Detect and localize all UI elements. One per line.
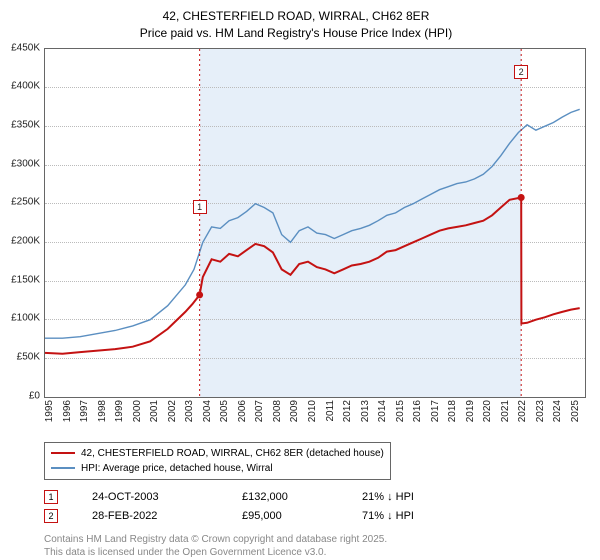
x-tick-label: 2000 bbox=[132, 400, 143, 422]
title-subtitle: Price paid vs. HM Land Registry's House … bbox=[6, 25, 586, 42]
x-tick-label: 2024 bbox=[552, 400, 563, 422]
footer-copyright: Contains HM Land Registry data © Crown c… bbox=[44, 533, 586, 546]
y-tick-label: £250K bbox=[11, 197, 40, 208]
sales-marker-cell: 1 bbox=[44, 488, 92, 508]
sales-row: 2 28-FEB-2022£95,00071% ↓ HPI bbox=[44, 507, 586, 527]
x-tick-label: 2015 bbox=[395, 400, 406, 422]
legend-label: HPI: Average price, detached house, Wirr… bbox=[81, 461, 273, 476]
line-hpi bbox=[45, 109, 580, 338]
x-tick-label: 2013 bbox=[360, 400, 371, 422]
chart-lines bbox=[45, 49, 585, 397]
x-tick-label: 2016 bbox=[412, 400, 423, 422]
sales-marker-cell: 2 bbox=[44, 507, 92, 527]
x-tick-label: 2025 bbox=[570, 400, 581, 422]
sales-price: £95,000 bbox=[242, 507, 362, 527]
y-tick-label: £100K bbox=[11, 313, 40, 324]
x-tick-label: 2001 bbox=[149, 400, 160, 422]
y-tick-label: £300K bbox=[11, 158, 40, 169]
x-tick-label: 2005 bbox=[219, 400, 230, 422]
y-tick-label: £0 bbox=[29, 390, 40, 401]
sale-marker-dot bbox=[196, 291, 203, 298]
legend-swatch bbox=[51, 452, 75, 454]
x-tick-label: 2004 bbox=[202, 400, 213, 422]
line-price_paid bbox=[45, 197, 580, 353]
sale-marker-icon: 2 bbox=[44, 509, 58, 523]
chart-container: 42, CHESTERFIELD ROAD, WIRRAL, CH62 8ER … bbox=[0, 0, 600, 560]
x-tick-label: 2008 bbox=[272, 400, 283, 422]
x-tick-label: 2011 bbox=[325, 400, 336, 422]
x-tick-label: 2003 bbox=[184, 400, 195, 422]
plot-area: £0 £50K £100K £150K £200K £250K £300K £350K £400… bbox=[6, 48, 586, 438]
x-tick-label: 1996 bbox=[62, 400, 73, 422]
y-tick-label: £400K bbox=[11, 81, 40, 92]
y-tick-label: £350K bbox=[11, 119, 40, 130]
y-tick-label: £200K bbox=[11, 235, 40, 246]
chart-title: 42, CHESTERFIELD ROAD, WIRRAL, CH62 8ER … bbox=[6, 8, 586, 42]
title-address: 42, CHESTERFIELD ROAD, WIRRAL, CH62 8ER bbox=[6, 8, 586, 25]
x-axis: 1995 1996 1997 1998 1999 2000 2001 2002 2003 2004… bbox=[44, 400, 586, 438]
sale-marker-icon: 1 bbox=[44, 490, 58, 504]
x-tick-label: 2020 bbox=[482, 400, 493, 422]
x-tick-label: 1999 bbox=[114, 400, 125, 422]
sales-date: 28-FEB-2022 bbox=[92, 507, 242, 527]
sale-marker-box: 1 bbox=[193, 200, 207, 214]
sales-pct: 21% ↓ HPI bbox=[362, 488, 482, 508]
sales-pct: 71% ↓ HPI bbox=[362, 507, 482, 527]
x-tick-label: 2006 bbox=[237, 400, 248, 422]
x-tick-label: 2002 bbox=[167, 400, 178, 422]
grid-area: 12 bbox=[44, 48, 586, 398]
x-tick-label: 2022 bbox=[517, 400, 528, 422]
legend-row: HPI: Average price, detached house, Wirr… bbox=[51, 461, 384, 476]
x-tick-label: 1995 bbox=[44, 400, 55, 422]
legend-row: 42, CHESTERFIELD ROAD, WIRRAL, CH62 8ER … bbox=[51, 446, 384, 461]
x-tick-label: 2019 bbox=[465, 400, 476, 422]
x-tick-label: 2017 bbox=[430, 400, 441, 422]
sales-row: 1 24-OCT-2003£132,00021% ↓ HPI bbox=[44, 488, 586, 508]
sale-marker-dot bbox=[518, 194, 525, 201]
y-tick-label: £50K bbox=[17, 351, 40, 362]
y-axis: £0 £50K £100K £150K £200K £250K £300K £350K £400… bbox=[6, 48, 42, 398]
legend-label: 42, CHESTERFIELD ROAD, WIRRAL, CH62 8ER … bbox=[81, 446, 384, 461]
footer: Contains HM Land Registry data © Crown c… bbox=[44, 533, 586, 559]
x-tick-label: 2014 bbox=[377, 400, 388, 422]
x-tick-label: 2023 bbox=[535, 400, 546, 422]
legend-swatch bbox=[51, 467, 75, 468]
x-tick-label: 2012 bbox=[342, 400, 353, 422]
x-tick-label: 1998 bbox=[97, 400, 108, 422]
x-tick-label: 1997 bbox=[79, 400, 90, 422]
x-tick-label: 2021 bbox=[500, 400, 511, 422]
y-tick-label: £450K bbox=[11, 42, 40, 53]
x-tick-label: 2010 bbox=[307, 400, 318, 422]
legend: 42, CHESTERFIELD ROAD, WIRRAL, CH62 8ER … bbox=[44, 442, 391, 480]
sale-marker-box: 2 bbox=[514, 65, 528, 79]
sales-price: £132,000 bbox=[242, 488, 362, 508]
x-tick-label: 2009 bbox=[289, 400, 300, 422]
x-tick-label: 2007 bbox=[254, 400, 265, 422]
footer-license: This data is licensed under the Open Gov… bbox=[44, 546, 586, 559]
x-tick-label: 2018 bbox=[447, 400, 458, 422]
y-tick-label: £150K bbox=[11, 274, 40, 285]
sales-date: 24-OCT-2003 bbox=[92, 488, 242, 508]
sales-table: 1 24-OCT-2003£132,00021% ↓ HPI 2 28-FEB-202… bbox=[44, 488, 586, 528]
